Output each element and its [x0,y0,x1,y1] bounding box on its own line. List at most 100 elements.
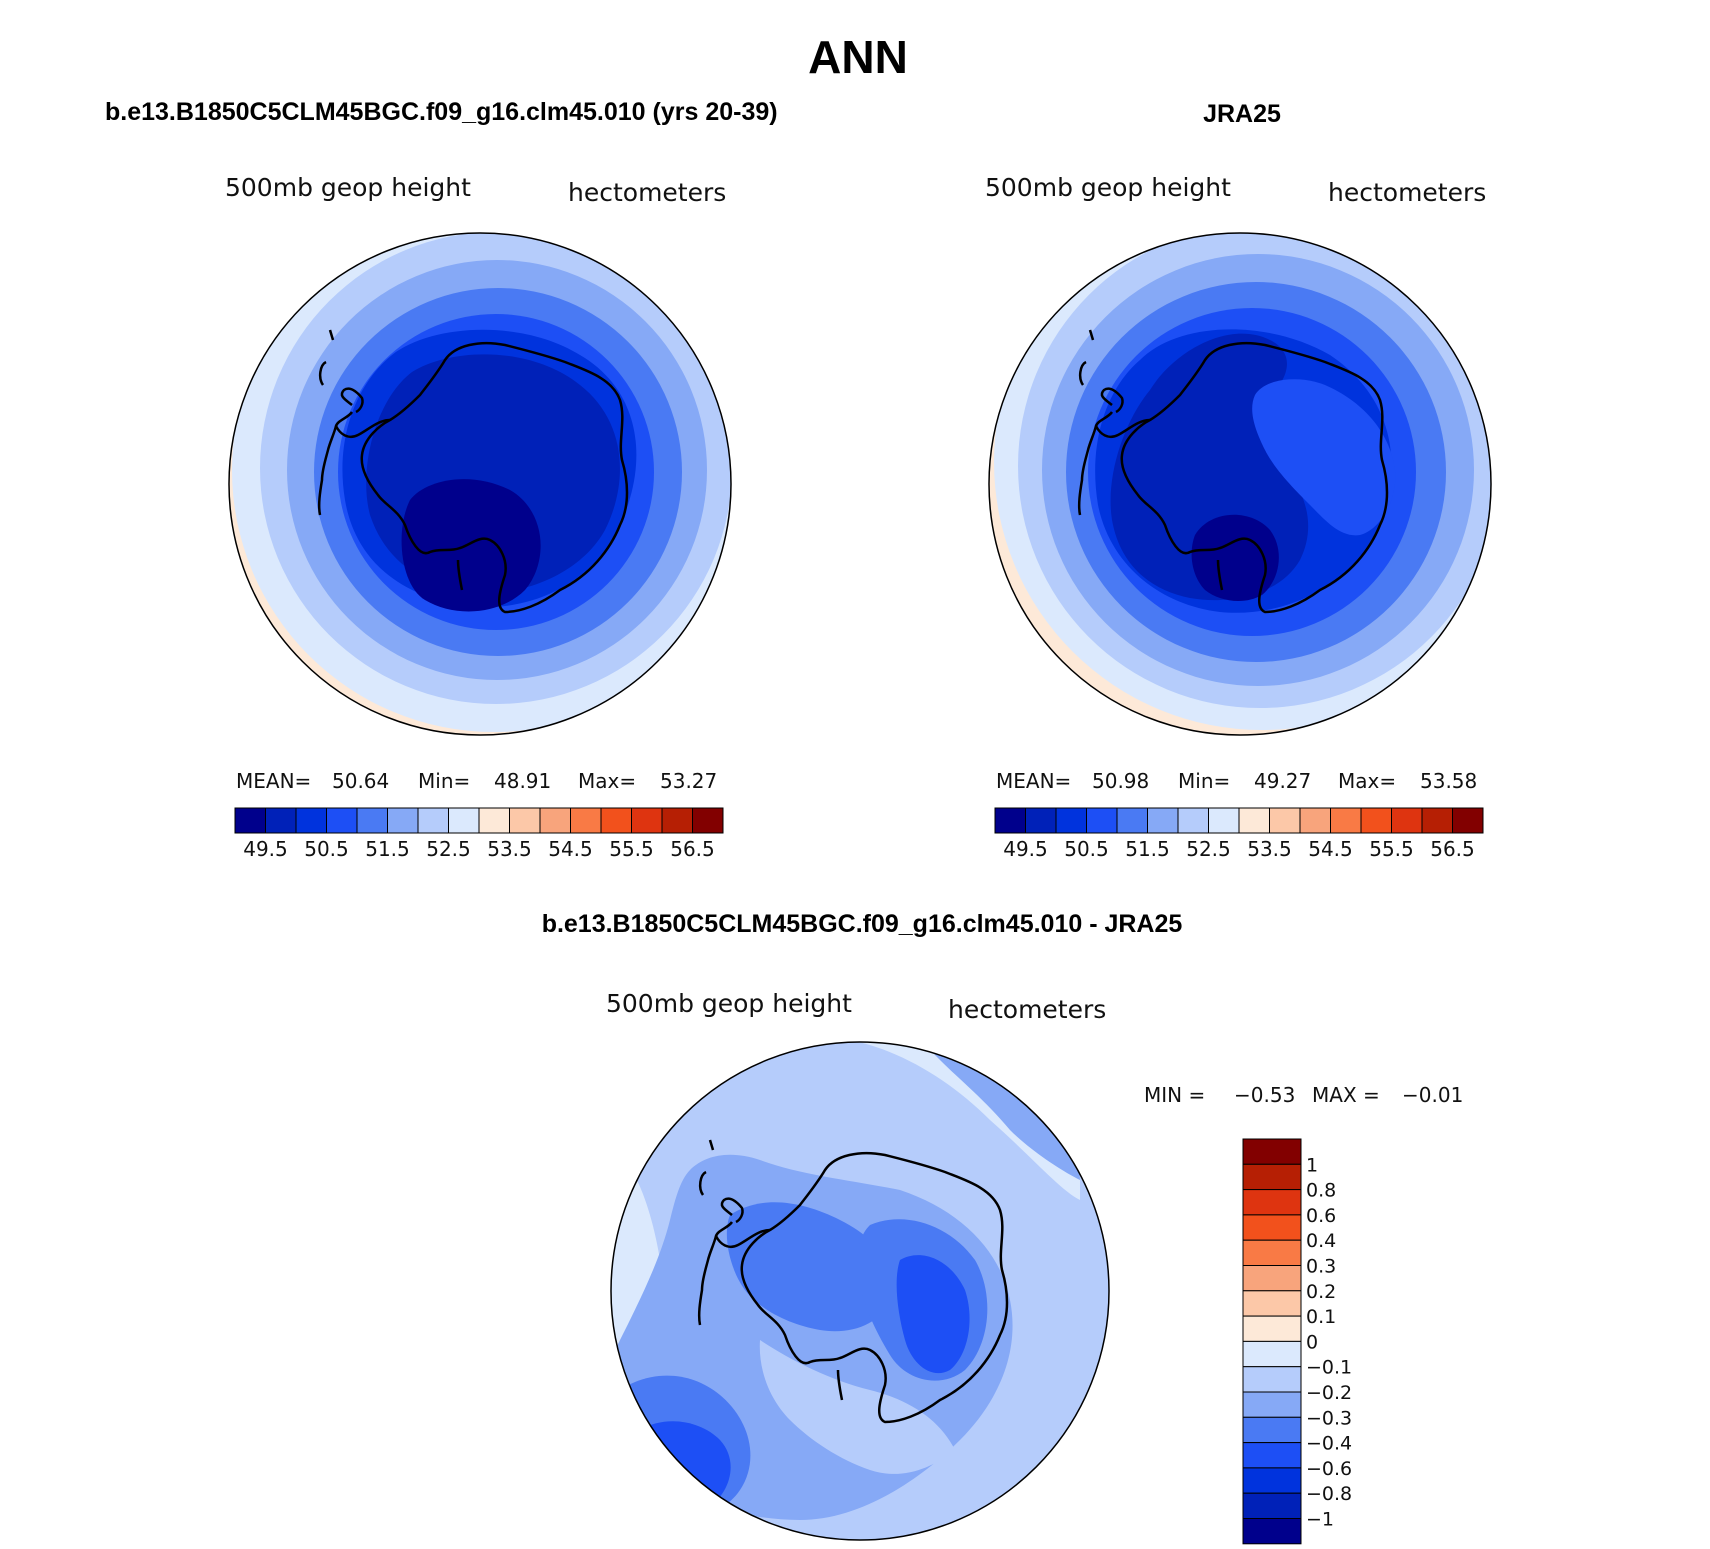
colorbar-tick-label: 51.5 [365,837,410,861]
colorbar-box [326,807,358,834]
colorbar-box [1452,807,1484,834]
colorbar-tick-label: 0.1 [1306,1306,1336,1328]
panel-model-border [228,232,732,736]
colorbar-box [1242,1391,1302,1418]
colorbar-tick-label: −0.4 [1306,1433,1352,1455]
colorbar-box [692,807,724,834]
colorbar-tick-label: −0.1 [1306,1357,1352,1379]
colorbar-box [1242,1239,1302,1266]
colorbar-box [1242,1416,1302,1444]
panel-difference-max-value: −0.01 [1402,1083,1463,1107]
colorbar-box [234,807,266,834]
band-minus-0-1-wedge [759,1340,955,1474]
colorbar-tick-label: 49.5 [243,837,288,861]
band-min [401,479,541,612]
colorbar-box [1242,1214,1302,1241]
colorbar-box [1238,807,1270,834]
colorbar-tick-label: 49.5 [1003,837,1048,861]
colorbar-box [448,807,480,834]
colorbar-box [1055,807,1087,834]
panel-obs: JRA25 500mb geop height hectometers MEAN… [985,100,1492,861]
colorbar-box [1242,1290,1302,1317]
colorbar-box [1242,1442,1302,1469]
colorbar-tick-label: 0.4 [1306,1230,1336,1252]
antarctica-coastline-difference [697,1139,1009,1424]
colorbar-tick-label: 53.5 [1247,837,1292,861]
colorbar-box [570,807,602,834]
colorbar-box [1242,1492,1302,1519]
panel-difference-max-label: MAX = [1312,1083,1380,1107]
colorbar-tick-label: 51.5 [1125,837,1170,861]
panel-model-title: b.e13.B1850C5CLM45BGC.f09_g16.clm45.010 … [105,98,778,126]
band-min [1191,514,1279,602]
colorbar-tick-label: 52.5 [1186,837,1231,861]
colorbar-box [539,807,571,834]
colorbar-box [1147,807,1179,834]
colorbar-tick-label: −0.2 [1306,1382,1352,1404]
colorbar-box [478,807,510,834]
colorbar-box [1177,807,1209,834]
antarctica-coastline-obs [1077,329,1389,614]
colorbar-box [661,807,693,834]
panel-obs-mean-value: 50.98 [1092,769,1149,793]
panel-obs-max-value: 53.58 [1420,769,1477,793]
colorbar-tick-label: 53.5 [487,837,532,861]
colorbar-tick-label: −0.8 [1306,1483,1352,1505]
panel-obs-max-label: Max= [1338,769,1396,793]
panel-model-max-value: 53.27 [660,769,717,793]
colorbar-tick-label: 50.5 [1064,837,1109,861]
panel-difference-variable: 500mb geop height [606,989,852,1018]
band-50-hole [1252,379,1396,536]
colorbar-tick-label: −0.6 [1306,1458,1352,1480]
colorbar-tick-label: −0.3 [1306,1407,1352,1429]
panel-difference-min-value: −0.53 [1234,1083,1295,1107]
colorbar-tick-label: 56.5 [1430,837,1475,861]
colorbar-box [1086,807,1118,834]
colorbar-tick-label: 52.5 [426,837,471,861]
panel-obs-title: JRA25 [1203,100,1281,128]
colorbar-tick-label: 55.5 [1369,837,1414,861]
band-minus-0-4-east [896,1255,970,1374]
colorbar-box [1242,1163,1302,1191]
colorbar-tick-label: 0.2 [1306,1281,1336,1303]
colorbar-box [1269,807,1301,834]
panel-model-max-label: Max= [578,769,636,793]
colorbar-tick-label: 0.8 [1306,1180,1336,1202]
panel-model-colorbar [234,807,724,834]
colorbar-tick-label: 56.5 [670,837,715,861]
panel-model-map [229,233,731,735]
colorbar-box [1421,807,1453,834]
panel-obs-border [988,232,1492,736]
colorbar-box [1391,807,1423,834]
panel-obs-variable: 500mb geop height [985,173,1231,202]
panel-obs-min-value: 49.27 [1254,769,1311,793]
panel-difference-title: b.e13.B1850C5CLM45BGC.f09_g16.clm45.010 … [542,910,1183,938]
colorbar-box [356,807,388,834]
panel-model-units: hectometers [568,178,726,207]
panel-difference-units: hectometers [948,995,1106,1024]
colorbar-tick-label: 54.5 [548,837,593,861]
colorbar-tick-label: 55.5 [609,837,654,861]
colorbar-tick-label: 1 [1306,1154,1318,1176]
panel-difference-map [611,1042,1109,1540]
colorbar-box [1116,807,1148,834]
colorbar-box [1242,1366,1302,1393]
colorbar-box [387,807,419,834]
colorbar-box [1208,807,1240,834]
colorbar-box [1025,807,1057,834]
colorbar-tick-label: 50.5 [304,837,349,861]
colorbar-tick-label: 0.6 [1306,1205,1336,1227]
colorbar-box [1242,1315,1302,1342]
panel-obs-map [989,233,1491,735]
colorbar-box [994,807,1026,834]
colorbar-box [509,807,541,834]
colorbar-box [1242,1265,1302,1292]
colorbar-tick-label: 0 [1306,1331,1318,1353]
colorbar-box [1242,1138,1302,1165]
panel-difference-min-label: MIN = [1144,1083,1205,1107]
panel-obs-mean-label: MEAN= [996,769,1071,793]
panel-obs-colorbar [994,807,1484,834]
figure-title: ANN [808,31,908,83]
colorbar-tick-label: 54.5 [1308,837,1353,861]
